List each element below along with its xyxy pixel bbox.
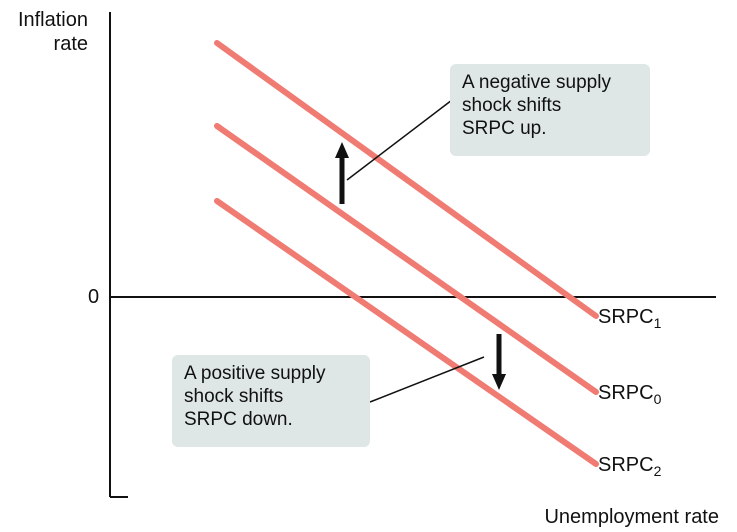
negative-shock-line-1: A negative supply bbox=[462, 72, 611, 93]
shift-up-arrowhead bbox=[335, 142, 349, 158]
srpc-1-label: SRPC1 bbox=[598, 305, 661, 335]
srpc-1-label-base: SRPC bbox=[598, 306, 654, 328]
srpc-0-label: SRPC0 bbox=[598, 381, 661, 411]
zero-tick-label: 0 bbox=[88, 286, 100, 308]
y-axis-label: Inflation rate bbox=[8, 8, 88, 56]
srpc-1-curve bbox=[214, 40, 599, 319]
negative-shock-annotation: A negative supply shock shifts SRPC up. bbox=[450, 64, 650, 156]
positive-shock-line-3: SRPC down. bbox=[184, 409, 293, 430]
srpc-2-label-base: SRPC bbox=[598, 454, 654, 476]
srpc-0-label-base: SRPC bbox=[598, 382, 654, 404]
srpc-2-label: SRPC2 bbox=[598, 453, 661, 483]
y-axis-label-line-2: rate bbox=[53, 33, 88, 55]
srpc-2-curve bbox=[214, 198, 599, 467]
shift-down-arrowhead bbox=[492, 374, 506, 390]
negative-shock-leader bbox=[346, 99, 453, 181]
y-axis-label-line-1: Inflation bbox=[17, 9, 88, 31]
x-axis-label: Unemployment rate bbox=[544, 506, 719, 528]
negative-shock-line-3: SRPC up. bbox=[462, 118, 547, 139]
positive-shock-line-1: A positive supply bbox=[184, 363, 326, 384]
srpc-0-label-sub: 0 bbox=[653, 391, 662, 407]
positive-shock-annotation: A positive supply shock shifts SRPC down… bbox=[172, 355, 370, 447]
srpc-2-label-sub: 2 bbox=[653, 463, 662, 479]
srpc-1-label-sub: 1 bbox=[653, 315, 662, 331]
negative-shock-line-2: shock shifts bbox=[462, 95, 562, 116]
positive-shock-line-2: shock shifts bbox=[184, 386, 284, 407]
srpc-0-curve bbox=[214, 123, 599, 395]
positive-shock-leader bbox=[369, 356, 485, 403]
